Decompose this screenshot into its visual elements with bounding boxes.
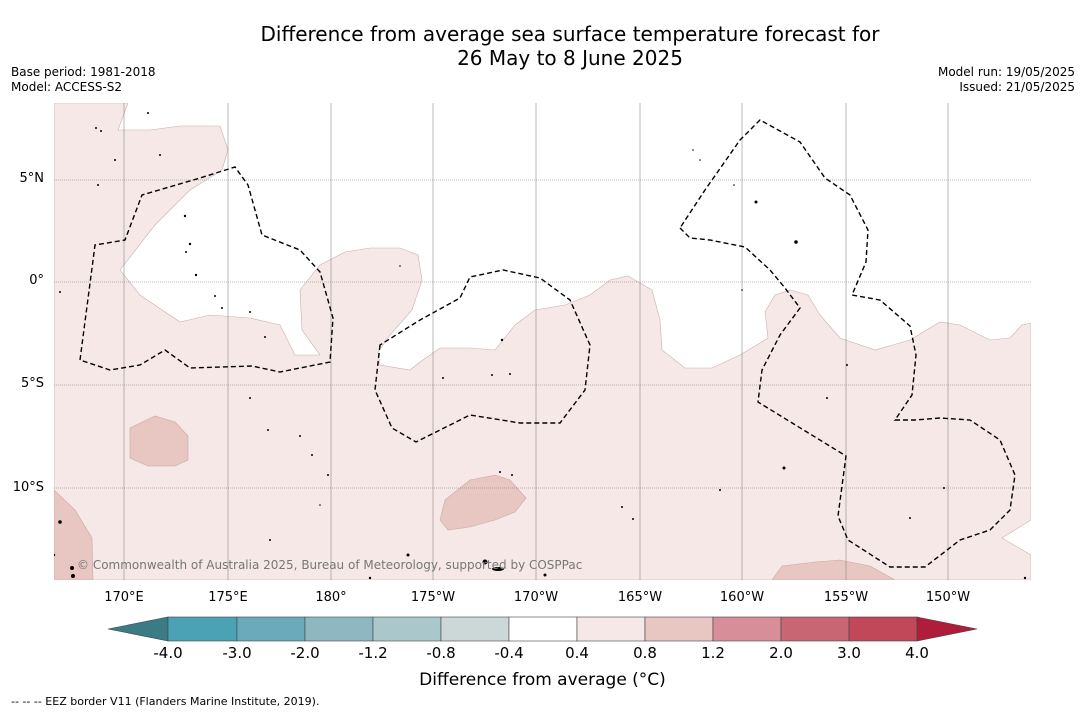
model-run: Model run: 19/05/2025 (937, 65, 1075, 79)
anomaly-region-medium-1 (129, 415, 189, 467)
copyright-notice: © Commonwealth of Australia 2025, Bureau… (77, 558, 583, 572)
colorbar-segment (848, 616, 918, 642)
colorbar-segment (440, 616, 510, 642)
lon-label: 165°W (617, 590, 663, 605)
anomaly-region-medium-3 (54, 489, 94, 580)
colorbar-tick: -4.0 (153, 644, 183, 662)
colorbar-low-extension (107, 616, 169, 642)
lon-label: 175°E (208, 590, 248, 605)
colorbar-tick: -0.4 (494, 644, 524, 662)
lon-label: 170°W (513, 590, 559, 605)
issued-date: Issued: 21/05/2025 (959, 80, 1075, 94)
lon-label: 175°W (410, 590, 456, 605)
title-line-2: 26 May to 8 June 2025 (457, 46, 683, 70)
lon-label: 150°W (925, 590, 971, 605)
colorbar-tick: 0.4 (565, 644, 589, 662)
colorbar-tick: -1.2 (358, 644, 388, 662)
colorbar-segment (644, 616, 714, 642)
colorbar-segment (508, 616, 578, 642)
colorbar-tick: 3.0 (837, 644, 861, 662)
colorbar-segment (167, 616, 238, 642)
colorbar-title: Difference from average (°C) (419, 670, 666, 690)
eez-border-central (374, 269, 591, 443)
title-line-1: Difference from average sea surface temp… (260, 22, 880, 46)
eez-borders (79, 119, 1016, 568)
colorbar-tick: 2.0 (769, 644, 793, 662)
map-title: Difference from average sea surface temp… (0, 22, 1085, 70)
colorbar-segment (304, 616, 374, 642)
colorbar-tick: -3.0 (222, 644, 252, 662)
grid-lines (54, 103, 1031, 580)
lat-label: 5°N (19, 171, 45, 186)
meta-right: Model run: 19/05/2025 Issued: 21/05/2025 (938, 65, 1075, 95)
colorbar-segment (780, 616, 850, 642)
lon-label: 155°W (823, 590, 869, 605)
meta-left: Base period: 1981-2018 Model: ACCESS-S2 (11, 65, 156, 95)
colorbar-tick: 1.2 (701, 644, 725, 662)
lon-label: 180° (315, 590, 347, 605)
eez-border-west (79, 166, 334, 373)
colorbar-segment (712, 616, 782, 642)
map-area (54, 103, 1031, 580)
eez-border-northeast (679, 119, 1016, 568)
anomaly-region-medium-4 (771, 559, 896, 580)
anomaly-region-medium-2 (439, 474, 527, 531)
islands (54, 112, 1027, 580)
eez-legend-note: -- -- -- EEZ border V11 (Flanders Marine… (11, 695, 320, 708)
colorbar-segment (576, 616, 646, 642)
model-name: Model: ACCESS-S2 (11, 80, 123, 94)
colorbar-tick: 0.8 (633, 644, 657, 662)
lat-label: 10°S (12, 480, 44, 495)
colorbar-tick: -2.0 (290, 644, 320, 662)
colorbar-segment (236, 616, 306, 642)
colorbar-segment (372, 616, 442, 642)
anomaly-region-light (54, 103, 1031, 580)
colorbar-high-extension (916, 616, 978, 642)
lat-label: 0° (29, 273, 44, 288)
lon-label: 160°W (719, 590, 765, 605)
colorbar-tick: 4.0 (905, 644, 929, 662)
lon-label: 170°E (104, 590, 144, 605)
lat-label: 5°S (20, 376, 44, 391)
colorbar (107, 616, 978, 642)
colorbar-tick: -0.8 (426, 644, 456, 662)
base-period: Base period: 1981-2018 (11, 65, 156, 79)
